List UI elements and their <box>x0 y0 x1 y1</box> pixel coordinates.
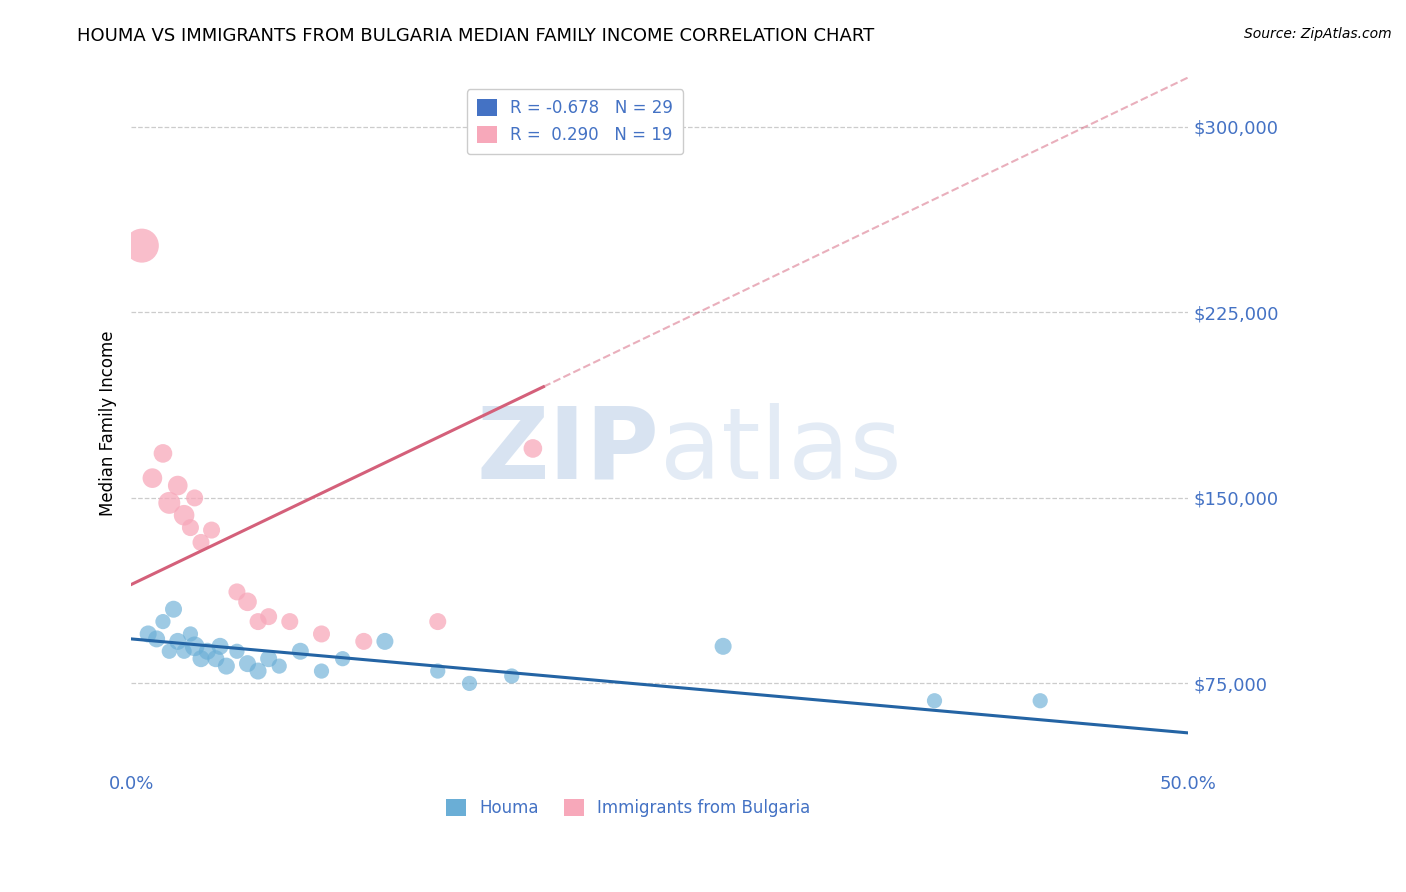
Point <box>131 238 153 252</box>
Point <box>711 640 734 654</box>
Point <box>190 651 212 665</box>
Point <box>1029 694 1052 708</box>
Point <box>166 634 188 648</box>
Point <box>183 491 205 505</box>
Text: Source: ZipAtlas.com: Source: ZipAtlas.com <box>1244 27 1392 41</box>
Point <box>247 615 270 629</box>
Point <box>426 664 449 678</box>
Point <box>152 615 174 629</box>
Point <box>179 627 201 641</box>
Point <box>166 478 188 492</box>
Point <box>458 676 481 690</box>
Point <box>190 535 212 549</box>
Y-axis label: Median Family Income: Median Family Income <box>100 331 117 516</box>
Point <box>195 644 218 658</box>
Text: HOUMA VS IMMIGRANTS FROM BULGARIA MEDIAN FAMILY INCOME CORRELATION CHART: HOUMA VS IMMIGRANTS FROM BULGARIA MEDIAN… <box>77 27 875 45</box>
Point <box>183 640 205 654</box>
Point <box>924 694 946 708</box>
Text: atlas: atlas <box>659 403 901 500</box>
Point <box>311 627 333 641</box>
Point <box>522 442 544 456</box>
Point <box>136 627 159 641</box>
Point <box>173 508 195 523</box>
Point <box>141 471 163 485</box>
Point <box>257 651 280 665</box>
Point <box>162 602 184 616</box>
Text: ZIP: ZIP <box>477 403 659 500</box>
Point <box>236 595 259 609</box>
Point <box>157 644 180 658</box>
Point <box>236 657 259 671</box>
Point <box>501 669 523 683</box>
Point <box>290 644 312 658</box>
Point <box>311 664 333 678</box>
Point <box>173 644 195 658</box>
Point <box>278 615 301 629</box>
Point <box>215 659 238 673</box>
Point <box>269 659 291 673</box>
Point <box>426 615 449 629</box>
Point <box>152 446 174 460</box>
Point <box>200 523 222 537</box>
Point <box>257 609 280 624</box>
Point <box>353 634 375 648</box>
Point <box>204 651 226 665</box>
Point <box>226 644 249 658</box>
Point <box>332 651 354 665</box>
Legend: Houma, Immigrants from Bulgaria: Houma, Immigrants from Bulgaria <box>439 792 817 824</box>
Point <box>157 496 180 510</box>
Point <box>208 640 231 654</box>
Point <box>179 520 201 534</box>
Point <box>145 632 167 646</box>
Point <box>226 585 249 599</box>
Point <box>374 634 396 648</box>
Point <box>247 664 270 678</box>
